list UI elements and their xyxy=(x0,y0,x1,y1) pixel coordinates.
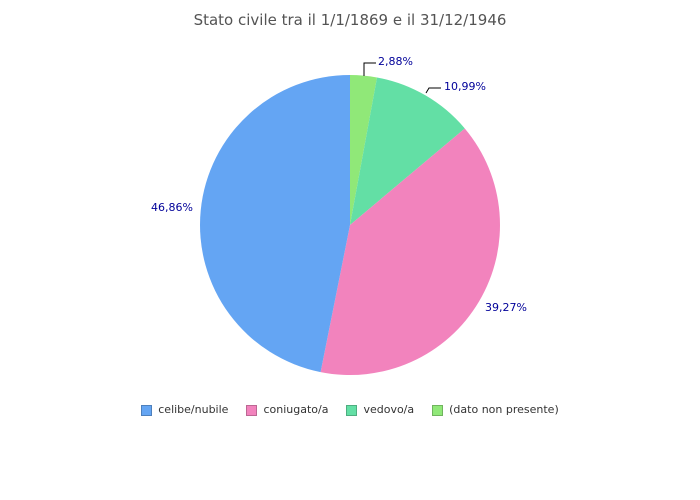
legend-swatch-celibe-nubile xyxy=(141,404,153,416)
slice-percent-label-coniugato: 39,27% xyxy=(485,301,527,314)
legend-label-coniugato: coniugato/a xyxy=(263,403,329,416)
legend-item-celibe-nubile: celibe/nubile xyxy=(141,403,228,417)
leader-line-vedovo xyxy=(425,87,441,94)
chart-title: Stato civile tra il 1/1/1869 e il 31/12/… xyxy=(193,11,507,29)
slice-percent-label-dato-non-presente: 2,88% xyxy=(378,55,413,68)
legend-swatch-vedovo xyxy=(346,404,358,416)
pie-slice-celibe-nubile xyxy=(200,75,350,373)
legend-label-dato-non-presente: (dato non presente) xyxy=(449,403,559,416)
legend-item-coniugato: coniugato/a xyxy=(246,403,328,417)
leader-line-dato-non-presente xyxy=(363,62,376,76)
pie-slice-vedovo xyxy=(350,77,465,225)
slice-percent-label-vedovo: 10,99% xyxy=(444,80,486,93)
legend-swatch-dato-non-presente xyxy=(432,404,444,416)
pie-slices xyxy=(200,75,500,375)
chart-legend: celibe/nubile coniugato/a vedovo/a (dato… xyxy=(0,403,700,417)
legend-label-celibe-nubile: celibe/nubile xyxy=(158,403,229,416)
legend-label-vedovo: vedovo/a xyxy=(363,403,415,416)
legend-item-vedovo: vedovo/a xyxy=(346,403,414,417)
legend-swatch-coniugato xyxy=(246,404,258,416)
slice-percent-label-celibe-nubile: 46,86% xyxy=(151,201,193,214)
legend-item-dato-non-presente: (dato non presente) xyxy=(432,403,559,417)
pie-slice-dato-non-presente xyxy=(350,75,377,225)
pie-slice-coniugato xyxy=(320,128,500,375)
